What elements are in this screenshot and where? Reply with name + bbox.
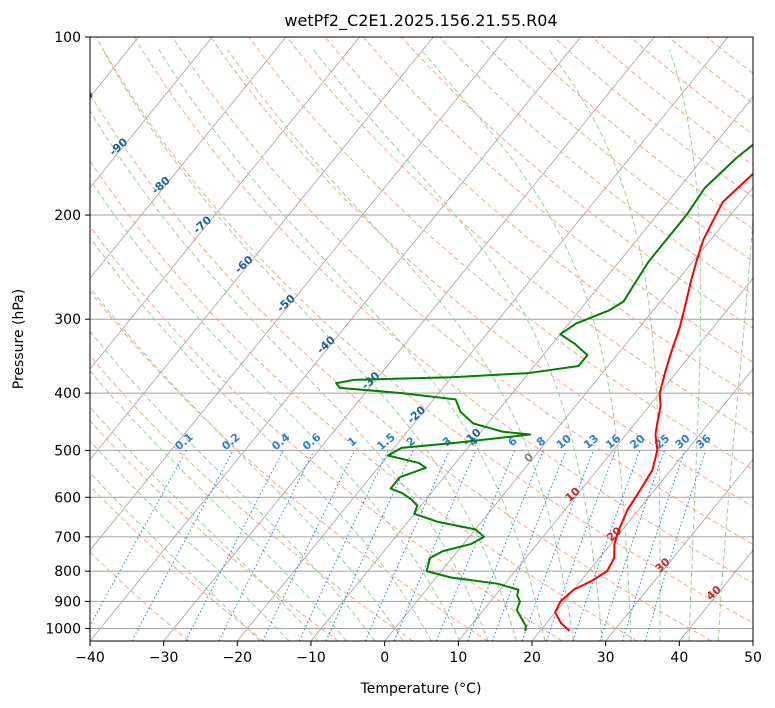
plot-frame (89, 36, 754, 642)
dry-adiabat-line (400, 37, 753, 329)
x-tick-label: −10 (296, 650, 326, 666)
dry-adiabat-line (515, 37, 753, 230)
dry-adiabats (90, 37, 753, 641)
x-axis-title: Temperature (°C) (360, 681, 482, 697)
dry-adiabat-line (90, 485, 264, 641)
moist-adiabat-line (90, 178, 461, 641)
x-tick-label: −30 (149, 650, 179, 666)
temperature-series-line (554, 172, 753, 632)
moist-adiabat-line (90, 472, 261, 641)
moist-adiabat-line (548, 49, 661, 641)
dry-adiabat-line (286, 37, 753, 434)
mixing-ratio-line (218, 450, 315, 641)
x-axis: −40 −30 −20 −10 0 10 20 30 40 50 (75, 641, 762, 666)
dry-adiabat-line (95, 37, 753, 624)
mixing-ratio-line (621, 450, 686, 641)
moist-adiabat-line (668, 49, 702, 641)
y-tick-label: 400 (54, 386, 81, 402)
y-tick-label: 1000 (45, 621, 81, 637)
isotherm-line (90, 37, 213, 189)
sounding-series (335, 143, 753, 632)
y-tick-label: 500 (54, 443, 81, 459)
y-tick-label: 600 (54, 490, 81, 506)
x-tick-label: −20 (223, 650, 253, 666)
skewed-isotherms (90, 37, 753, 641)
moist-adiabat-line (102, 49, 517, 641)
isotherm-line (90, 37, 434, 461)
plot-area: 0.10.20.40.611.52346810131620253036-100-… (90, 37, 753, 641)
x-tick-label: 30 (597, 650, 615, 666)
moist-adiabat-line (717, 212, 753, 641)
x-tick-label: −40 (75, 650, 105, 666)
moist-adiabats (90, 49, 753, 641)
moist-adiabat-line (312, 49, 603, 641)
mixing-ratio-line (644, 450, 707, 641)
moist-adiabat-line (90, 109, 489, 641)
moist-adiabat-line (420, 49, 632, 641)
moist-adiabat-line (90, 406, 319, 641)
dewpoint-series-line (335, 143, 753, 632)
mixing-ratio-line (325, 450, 414, 641)
isotherm-line (237, 37, 729, 641)
dry-adiabat-line (90, 419, 339, 641)
y-tick-label: 300 (54, 312, 81, 328)
dry-adiabat-line (133, 37, 753, 584)
dry-adiabat-line (439, 37, 753, 295)
mixing-ratio-line (572, 450, 641, 641)
moist-adiabat-line (90, 440, 290, 641)
x-tick-label: 10 (449, 650, 467, 666)
dry-adiabat-line (477, 37, 753, 262)
moist-adiabat-line (90, 286, 404, 641)
mixing-ratio-line (262, 450, 356, 641)
isotherm-line (458, 277, 753, 641)
chart-title: wetPf2_C2E1.2025.156.21.55.R04 (284, 11, 557, 31)
isotherm-line (605, 458, 753, 641)
isotherm-line (90, 37, 360, 370)
dry-adiabat-line (591, 37, 753, 166)
moist-adiabat-line (90, 236, 432, 641)
x-tick-label: 50 (744, 650, 762, 666)
mixing-ratio-line (521, 450, 594, 641)
isotherm-line (384, 186, 753, 641)
moist-adiabat-line (227, 49, 575, 641)
y-tick-label: 200 (54, 208, 81, 224)
y-tick-label: 100 (54, 30, 81, 46)
mixing-ratio-line (545, 450, 616, 641)
y-tick-label: 800 (54, 564, 81, 580)
mixing-ratio-line (599, 450, 665, 641)
moist-adiabat-line (158, 49, 546, 641)
isotherm-line (90, 37, 581, 641)
isotherm-line (163, 37, 655, 641)
moist-adiabat-line (90, 370, 347, 641)
y-tick-label: 700 (54, 530, 81, 546)
y-axis: 1000 900 800 700 600 500 400 300 200 100 (45, 30, 90, 637)
dry-adiabat-line (172, 37, 753, 545)
dry-adiabat-line (90, 225, 563, 641)
pressure-gridlines (90, 37, 753, 629)
x-tick-label: 20 (523, 650, 541, 666)
dry-adiabat-line (90, 93, 712, 641)
x-tick-label: 40 (670, 650, 688, 666)
isotherm-line (531, 368, 753, 641)
isotherm-line (90, 37, 287, 279)
dry-adiabat-line (362, 37, 753, 363)
dry-adiabat-line (248, 37, 753, 470)
x-tick-label: 0 (380, 650, 389, 666)
mixing-ratio-line (298, 450, 389, 641)
mixing-ratio-lines (90, 450, 707, 641)
mixing-ratio-line (393, 450, 477, 641)
y-axis-title: Pressure (hPa) (11, 289, 27, 389)
y-tick-label: 900 (54, 594, 81, 610)
isotherm-line (90, 37, 508, 551)
mixing-ratio-line (364, 450, 450, 641)
mixing-ratio-line (90, 450, 187, 627)
